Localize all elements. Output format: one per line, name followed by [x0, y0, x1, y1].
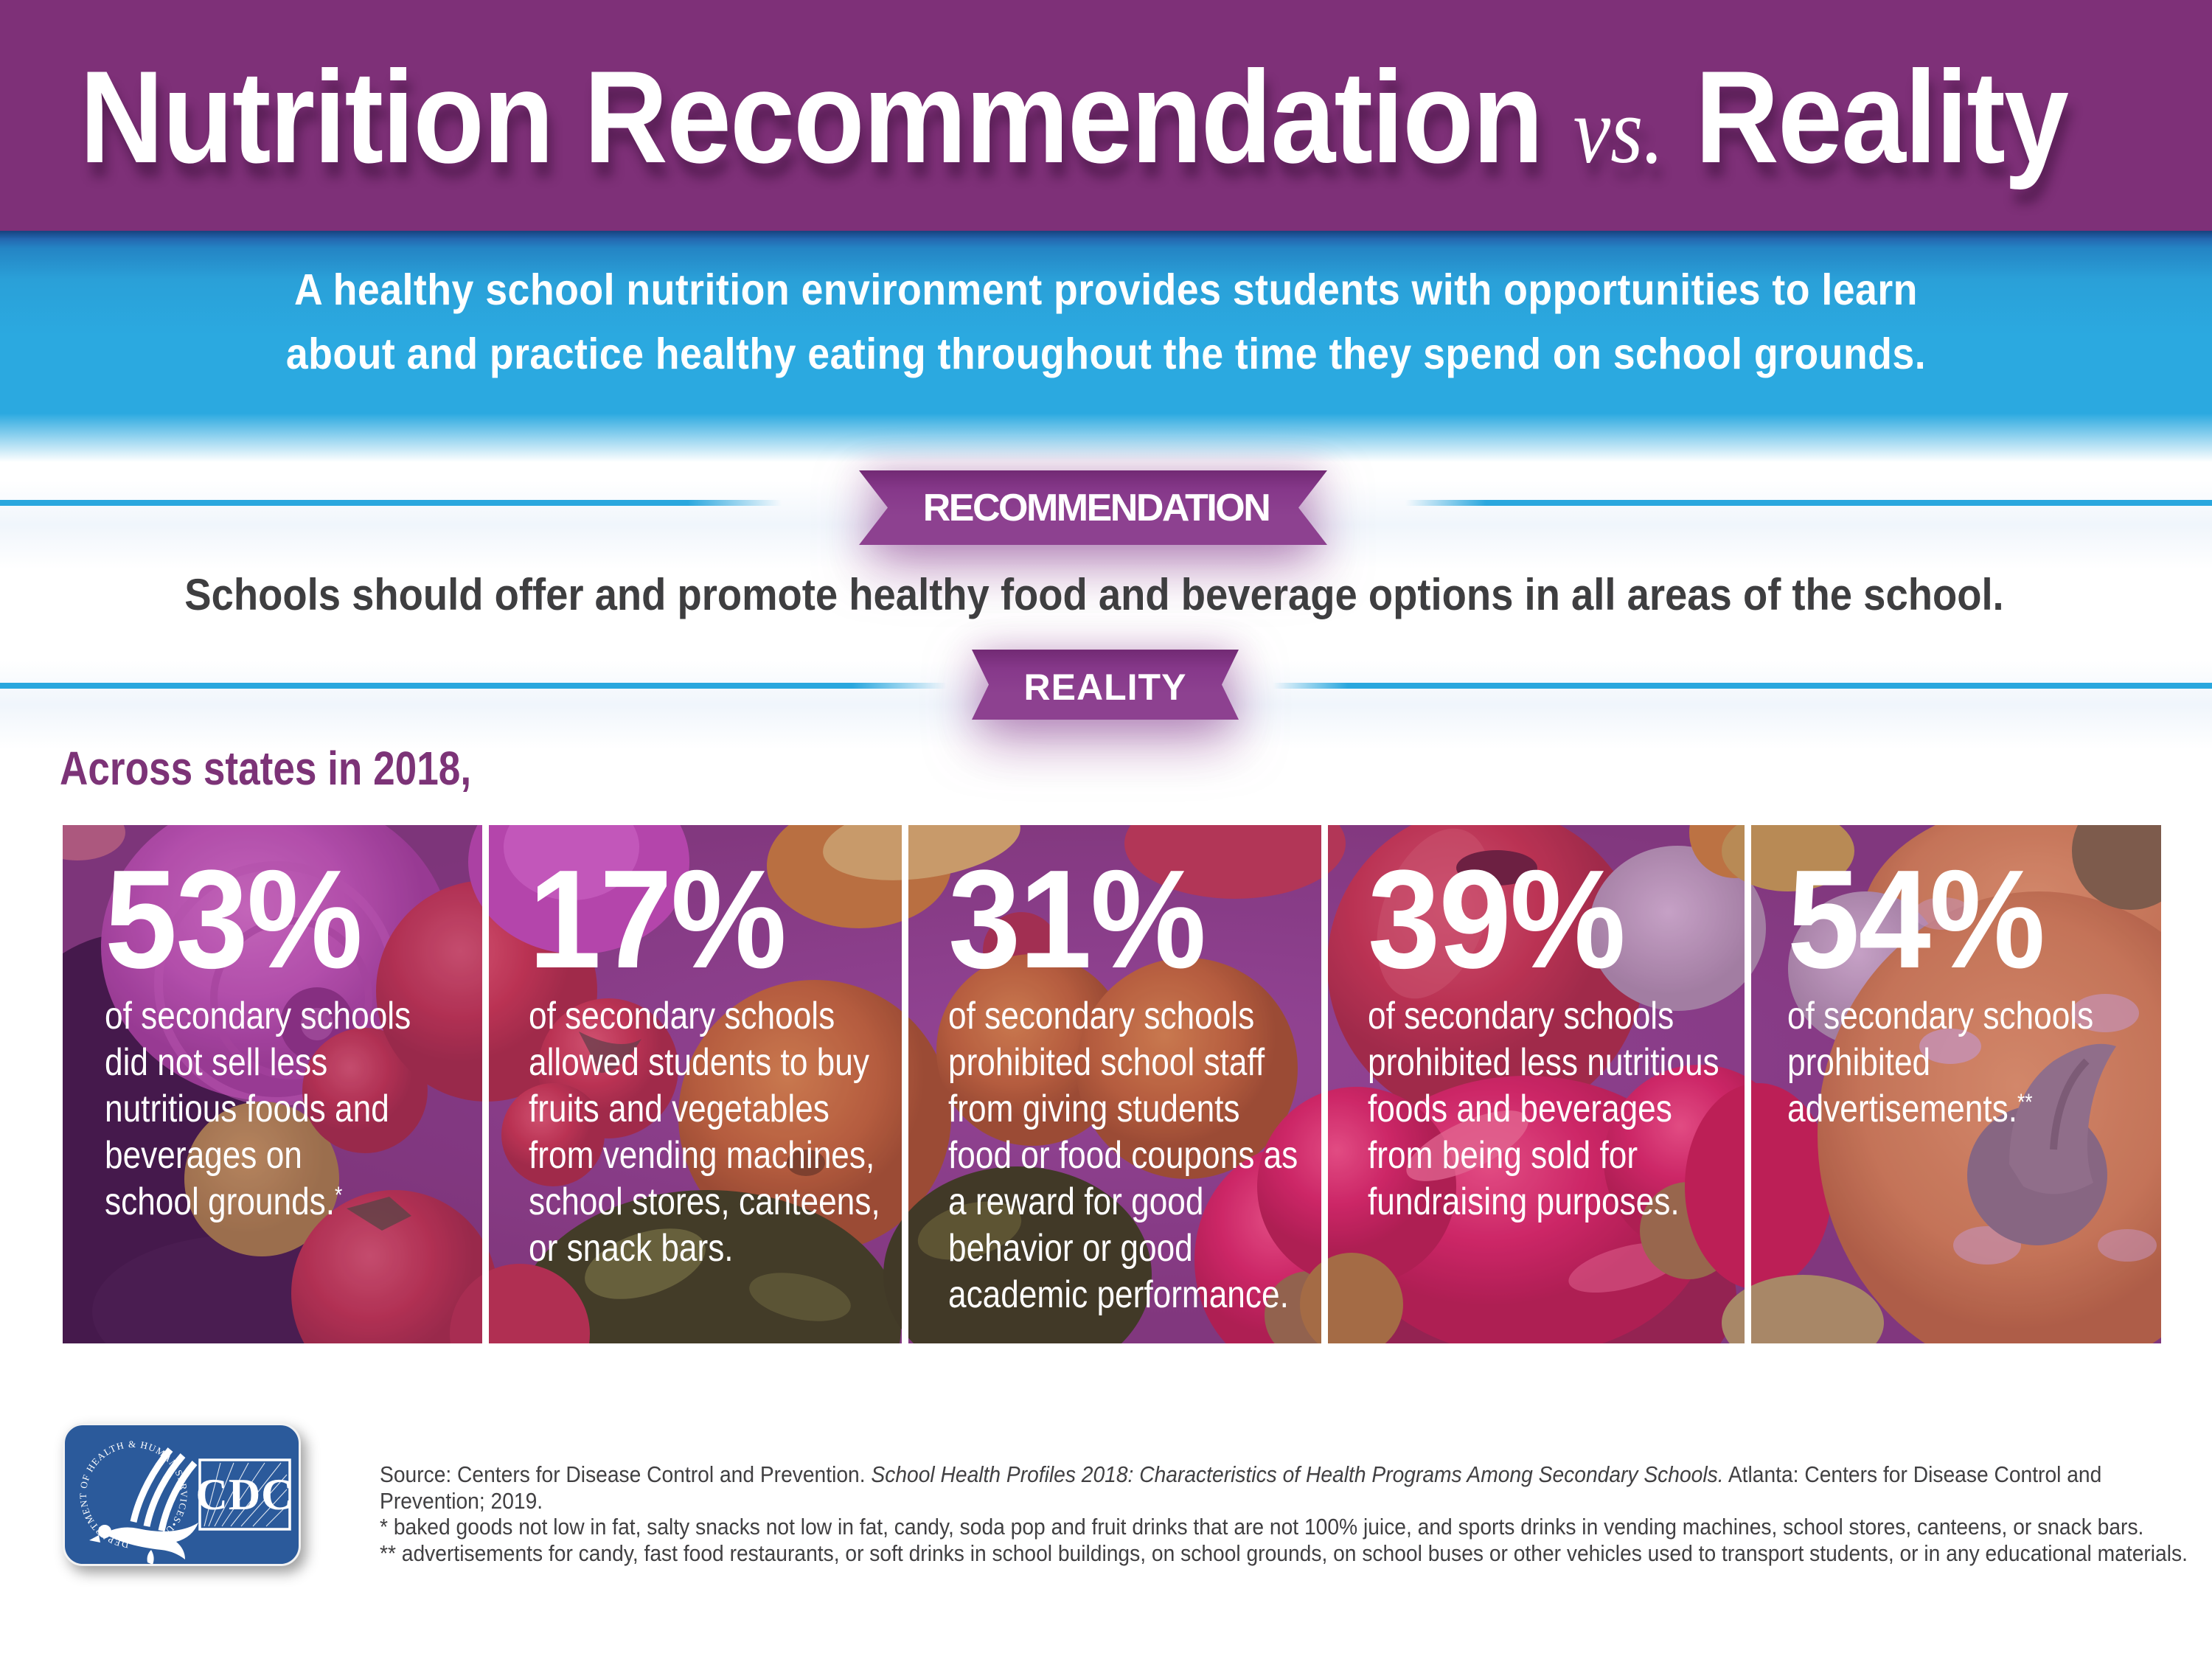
- svg-text:CDC: CDC: [196, 1470, 294, 1519]
